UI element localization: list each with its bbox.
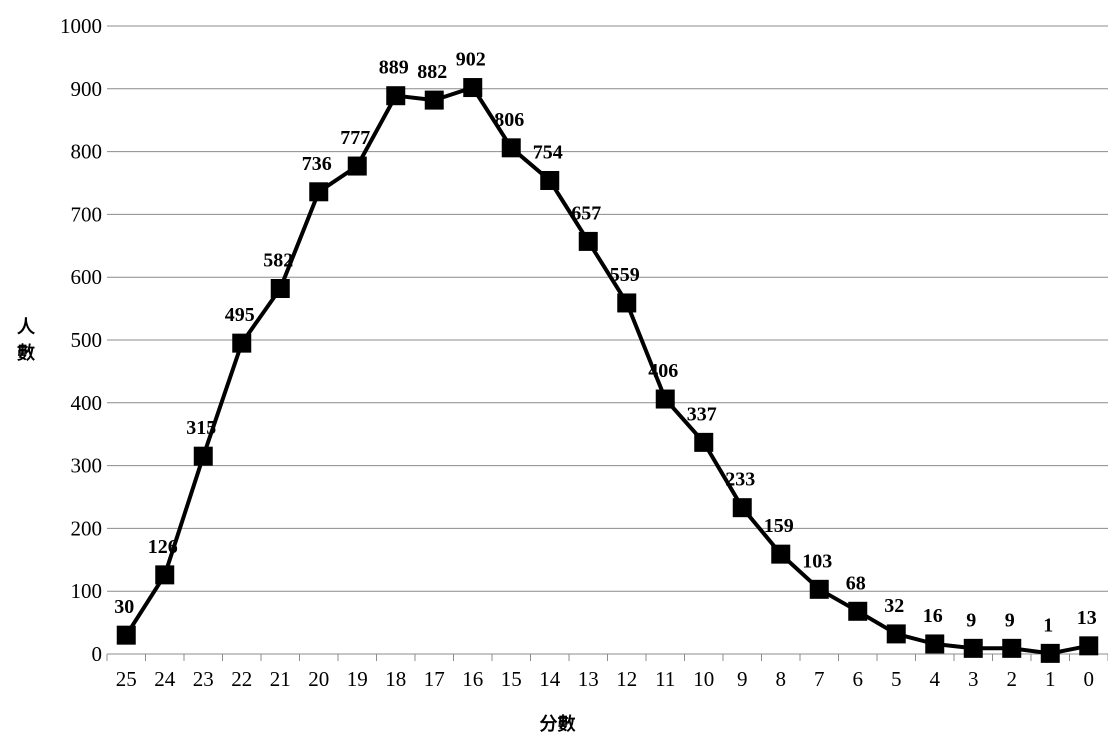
data-label: 30 [114, 596, 134, 618]
x-tick-label: 14 [539, 667, 561, 691]
data-point-marker [1079, 636, 1099, 656]
data-label: 9 [1005, 609, 1015, 631]
data-label: 16 [923, 605, 943, 627]
data-point-marker [463, 78, 483, 98]
x-tick-label: 24 [154, 667, 176, 691]
x-tick-label: 16 [462, 667, 483, 691]
data-label: 882 [417, 61, 447, 83]
data-label: 806 [494, 109, 524, 131]
data-label: 9 [966, 609, 976, 631]
data-label: 68 [846, 572, 866, 594]
x-axis-title: 分數 [540, 714, 576, 735]
y-axis-title: 人數 [17, 317, 36, 364]
data-label: 777 [340, 127, 370, 149]
x-tick-label: 4 [930, 667, 941, 691]
y-tick-label: 1000 [60, 14, 102, 38]
x-tick-label: 12 [616, 667, 637, 691]
data-label: 406 [648, 360, 678, 382]
y-tick-label: 800 [71, 140, 103, 164]
data-point-marker [809, 579, 829, 599]
data-point-marker [1040, 643, 1060, 663]
data-label: 315 [186, 417, 216, 439]
series-line [124, 85, 1090, 656]
x-tick-label: 25 [116, 667, 137, 691]
data-point-marker [424, 90, 444, 110]
y-tick-label: 700 [71, 202, 103, 226]
y-tick-label: 0 [92, 642, 103, 666]
y-tick-label: 300 [71, 454, 103, 478]
data-point-marker [193, 446, 213, 466]
x-tick-label: 5 [891, 667, 902, 691]
data-point-marker [347, 156, 367, 176]
data-point-marker [270, 279, 290, 299]
data-point-marker [1002, 638, 1022, 658]
data-point-marker [617, 293, 637, 313]
data-point-marker [732, 498, 752, 518]
y-tick-label: 600 [71, 265, 103, 289]
x-tick-label: 18 [385, 667, 406, 691]
data-label: 233 [725, 469, 755, 491]
data-point-marker [155, 565, 175, 585]
data-label: 582 [263, 250, 293, 272]
x-tick-label: 10 [693, 667, 714, 691]
data-label: 32 [884, 595, 904, 617]
data-label: 657 [571, 202, 601, 224]
x-tick-label: 21 [270, 667, 291, 691]
data-label: 754 [533, 141, 563, 163]
x-axis-ticks: 25 24 23 22 21 20 19 18 17 16 15 14 13 12 11 10 9 8 7 6 5 4 3 2… [106, 654, 1108, 691]
data-point-marker [232, 333, 252, 353]
y-tick-label: 900 [71, 77, 103, 101]
data-labels: 30 126 315 495 582 736 777 889 882 902 806 754 657 55… [114, 49, 1097, 637]
data-label: 159 [764, 515, 794, 537]
x-tick-label: 20 [308, 667, 329, 691]
data-label: 126 [148, 536, 178, 558]
x-tick-label: 15 [501, 667, 522, 691]
data-label: 495 [225, 304, 255, 326]
x-tick-label: 23 [193, 667, 214, 691]
x-tick-label: 9 [737, 667, 748, 691]
x-tick-label: 8 [776, 667, 787, 691]
data-markers [116, 78, 1099, 663]
y-tick-label: 500 [71, 328, 103, 352]
data-point-marker [963, 638, 983, 658]
data-point-marker [309, 182, 329, 202]
x-tick-label: 13 [578, 667, 599, 691]
data-label: 103 [802, 550, 832, 572]
data-point-marker [694, 432, 714, 452]
y-tick-label: 200 [71, 516, 103, 540]
y-tick-label: 400 [71, 391, 103, 415]
data-point-marker [501, 138, 521, 158]
data-label: 736 [302, 153, 332, 175]
data-label: 902 [456, 49, 486, 71]
data-label: 889 [379, 57, 409, 79]
x-tick-label: 3 [968, 667, 979, 691]
data-point-marker [116, 625, 136, 645]
data-point-marker [540, 170, 560, 190]
data-label: 337 [687, 403, 717, 425]
data-point-marker [771, 544, 791, 564]
data-label: 13 [1077, 607, 1097, 629]
data-point-marker [925, 634, 945, 654]
data-point-marker [386, 86, 406, 106]
x-tick-label: 22 [231, 667, 252, 691]
data-point-marker [655, 389, 675, 409]
data-point-marker [848, 601, 868, 621]
x-tick-label: 11 [655, 667, 675, 691]
y-axis-ticks: 0 100 200 300 400 500 600 700 800 900 1000 [60, 14, 102, 666]
y-tick-label: 100 [71, 579, 103, 603]
gridlines [107, 25, 1108, 592]
x-tick-label: 19 [347, 667, 368, 691]
data-label: 1 [1043, 614, 1053, 636]
x-tick-label: 17 [424, 667, 445, 691]
data-label: 559 [610, 264, 640, 286]
x-tick-label: 0 [1084, 667, 1095, 691]
x-tick-label: 2 [1007, 667, 1018, 691]
x-tick-label: 1 [1045, 667, 1056, 691]
x-tick-label: 6 [853, 667, 864, 691]
data-point-marker [578, 231, 598, 251]
x-tick-label: 7 [814, 667, 825, 691]
data-point-marker [886, 624, 906, 644]
